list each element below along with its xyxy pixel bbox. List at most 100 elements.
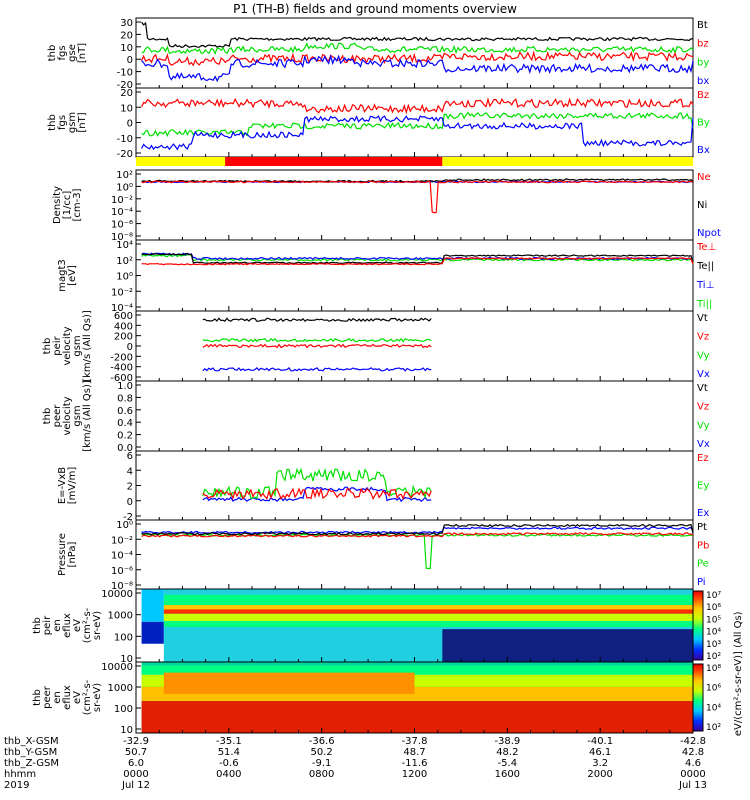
y-axis-label: [cm-3] [72,188,83,221]
series-line-Ne [141,180,694,214]
legend-entry: Npot [697,228,721,239]
y-axis-label: thb [42,408,53,425]
y-axis-label: [nT] [77,112,88,132]
mode-bar-segment [442,157,693,166]
y-axis-label: [eV] [67,265,78,286]
colorbar [692,663,704,732]
y-tick-label: 0 [127,497,133,508]
spectrogram-band [163,621,694,627]
y-tick-label: -600 [110,373,133,384]
colorbar-tick-label: 10⁶ [706,684,721,694]
legend-entry: Vz [697,332,709,343]
y-axis-label: gsm [72,335,83,356]
legend-entry: Vy [697,350,710,361]
footer-date: Jul 12 [122,780,150,791]
legend-entry: Vt [697,313,708,324]
y-tick-label: 10⁻² [111,195,133,206]
legend-entry: Vz [697,402,709,413]
panel-frame [135,239,694,312]
y-axis-label: (cm²-s- [82,607,93,643]
colorbar-tick-label: 10⁷ [706,591,721,601]
y-tick-label: 600 [114,311,133,322]
legend-entry: Ez [697,453,709,464]
y-tick-label: 10000 [101,662,133,673]
y-tick-label: 1000 [108,611,133,622]
y-tick-label: -20 [117,80,133,91]
series-line-Ey [202,467,432,500]
series-line-Te-par [141,252,694,264]
y-axis-label: sr-eV) [92,683,103,712]
series-line-Pb [141,532,694,538]
y-axis-label: sr-eV) [92,611,103,640]
footer-value: 0800 [308,769,335,780]
legend-entry: Bx [697,145,710,156]
spectrogram-band [163,605,694,613]
colorbar [692,590,704,661]
series-line-Pi [141,526,694,535]
y-tick-label: 1.0 [117,381,133,392]
footer-value: -36.6 [308,736,335,747]
legend-entry: Pi [697,577,706,588]
mode-bar-segment [225,157,443,166]
y-axis-label: magt3 [57,259,68,292]
footer-value: 48.7 [403,747,426,758]
y-tick-label: 10 [120,725,133,736]
footer-value: -11.6 [401,758,428,769]
y-axis-label: eflux [62,685,73,710]
panel-frame [135,519,694,590]
legend-entry: bx [697,76,709,87]
footer-value: -42.8 [680,736,706,747]
series-line-Bz [141,97,694,115]
y-axis-label: [km/s (All Qs)] [82,380,93,452]
colorbar-tick-label: 10⁴ [706,703,721,713]
footer-row: hhmm 0000 0400 0800 1200 1600 2000 0000 [4,769,744,780]
footer-date: Jul 13 [679,780,707,791]
footer-value: 1200 [401,769,428,780]
y-axis-label: en [52,619,63,632]
y-axis-label: thb [42,338,53,355]
legend-entry: By [697,118,710,129]
y-axis-label: [1/cc] [62,191,73,220]
spectrogram-band [163,613,694,622]
series-line-by [141,42,694,55]
y-axis-label: (cm²-s- [82,679,93,715]
spectrogram-band [163,609,694,614]
footer-row-label: thb_Y-GSM [4,747,58,758]
footer-row: 2019 Jul 12 Jul 13 [4,780,744,791]
y-tick-label: 10² [116,256,133,267]
footer-value: -38.9 [494,736,521,747]
legend-entry: Pb [697,540,709,551]
spectrogram-band [141,665,693,675]
legend-entry: Bz [697,90,709,101]
y-axis-label: gsm [67,112,78,133]
series-line-By [141,111,694,138]
y-tick-label: 10000 [101,589,133,600]
legend-entry: bz [697,39,709,50]
footer-value: 6.0 [128,758,144,769]
footer-value: 50.2 [310,747,333,758]
footer-row-label: hhmm [4,769,37,780]
legend-entry: Ne [697,172,711,183]
legend-entry: Bt [697,20,708,31]
footer-value: 2000 [587,769,613,780]
footer-value: 46.1 [589,747,612,758]
y-axis-label: [km/s (All Qs)] [82,310,93,382]
footer-value: 0000 [680,769,706,780]
legend-entry: Vx [697,439,710,450]
series-line-Bx [141,115,694,151]
colorbar-tick-label: 10⁵ [706,615,721,625]
footer-value: 0400 [216,769,242,780]
y-axis-label: velocity [62,396,73,435]
y-axis-label: eV [72,619,83,632]
y-tick-label: 10⁻² [111,535,133,546]
y-tick-label: 10⁻⁴ [111,551,133,562]
legend-entry: Ey [697,481,709,492]
footer-value: -37.8 [401,736,428,747]
y-tick-label: 400 [114,321,133,332]
series-line-Ex [202,486,432,503]
y-axis-label: fgs [57,115,68,130]
legend-entry: Ex [697,508,709,519]
series-line-Te-perp [141,257,694,266]
legend-entry: Te|| [696,261,714,272]
